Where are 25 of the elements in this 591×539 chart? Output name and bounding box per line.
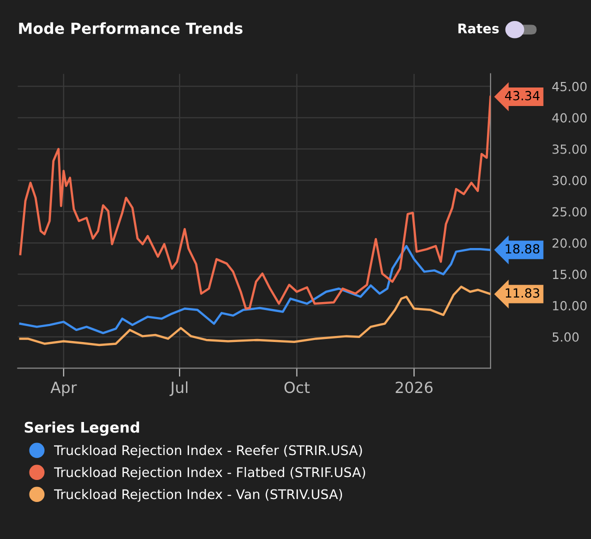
- y-tick-label: 25.00: [552, 207, 587, 217]
- y-tick-label: 30.00: [552, 176, 587, 186]
- annotation: 18.88: [506, 244, 540, 254]
- y-tick-label: 20.00: [552, 238, 587, 248]
- line-series: [19, 244, 491, 334]
- x-tick-label: Apr: [50, 382, 77, 396]
- y-tick-label: 45.00: [552, 82, 587, 92]
- legend-label: Truckload Rejection Index - Van (STRIV.USA): [54, 488, 342, 502]
- y-tick-label: 40.00: [552, 113, 587, 123]
- x-tick-label: 2026: [396, 382, 433, 394]
- chart-title: Mode Performance Trends: [19, 22, 242, 34]
- x-tick-label: Oct: [284, 382, 310, 394]
- line-series: [19, 286, 491, 346]
- annotation: 43.34: [505, 90, 540, 100]
- line-series: [19, 96, 491, 310]
- text: Rates: [458, 24, 499, 34]
- annotation: 11.83: [506, 288, 540, 298]
- y-tick-label: 35.00: [552, 144, 587, 154]
- legend-title: Series Legend: [24, 422, 140, 436]
- x-tick-label: Jul: [170, 381, 188, 396]
- legend-label: Truckload Rejection Index - Reefer (STRIR.USA): [54, 444, 362, 458]
- legend-label: Truckload Rejection Index - Flatbed (STRIF.USA): [54, 466, 366, 480]
- y-tick-label: 10.00: [553, 300, 587, 310]
- y-tick-label: 5.00: [552, 332, 579, 342]
- y-tick-label: 15.00: [553, 270, 587, 280]
